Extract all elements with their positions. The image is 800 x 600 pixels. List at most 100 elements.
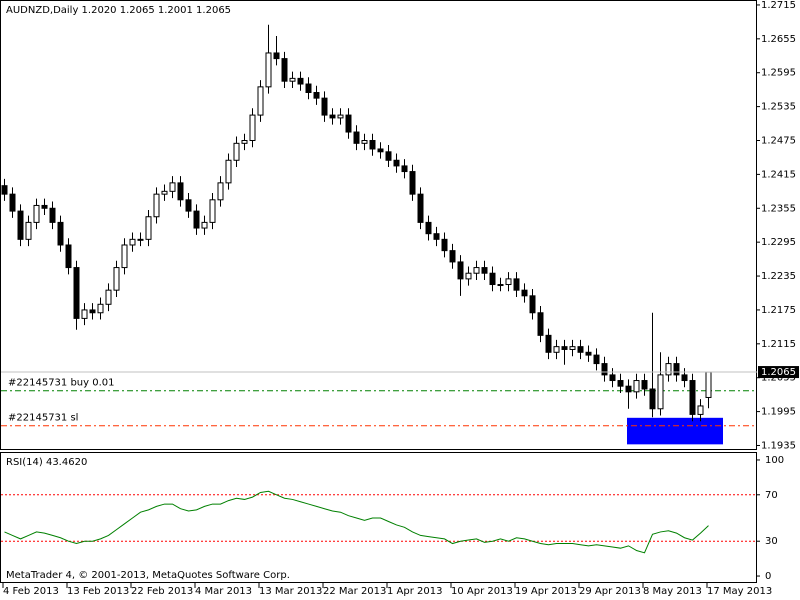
candle-body (641, 380, 648, 390)
candle-body (361, 140, 368, 144)
y-tick-label: 1.2595 (761, 68, 796, 79)
candle-body (449, 250, 456, 263)
candle-body (217, 182, 224, 201)
candle-body (297, 77, 304, 85)
candle-body (601, 363, 608, 376)
candle-body (705, 371, 712, 398)
candle-body (577, 346, 584, 353)
y-tick-label: 70 (765, 490, 778, 501)
candle-body (265, 52, 272, 88)
candle-body (561, 346, 568, 350)
candle-body (121, 244, 128, 269)
y-tick-label: 100 (765, 455, 784, 466)
candle-body (505, 278, 512, 286)
candle-body (593, 354, 600, 365)
candle-body (169, 182, 176, 192)
y-tick-label: 1.1935 (761, 440, 796, 451)
candle-body (585, 351, 592, 356)
candle-body (425, 221, 432, 235)
x-tick-label: 29 Apr 2013 (579, 586, 641, 597)
candle-body (657, 374, 664, 410)
candle-body (473, 267, 480, 274)
y-tick-label: 1.2235 (761, 271, 796, 282)
candle-body (233, 142, 240, 161)
candle-body (129, 238, 136, 246)
candle-body (305, 83, 312, 93)
candle-body (89, 309, 96, 314)
candle-body (537, 312, 544, 336)
candle-body (17, 210, 24, 240)
rsi-panel (0, 452, 757, 583)
candle-body (33, 204, 40, 223)
candle-body (225, 159, 232, 184)
main-panel (0, 0, 757, 450)
x-tick-label: 13 Feb 2013 (67, 586, 129, 597)
rsi-line (4, 490, 709, 554)
candle-body (281, 58, 288, 82)
y-tick-label: 1.2055 (761, 373, 796, 384)
price-box (758, 366, 799, 379)
x-tick-label: 4 Feb 2013 (3, 586, 59, 597)
candle-body (201, 221, 208, 229)
candle-body (337, 114, 344, 119)
x-tick-label: 8 May 2013 (643, 586, 702, 597)
candle-body (417, 193, 424, 223)
candle-body (521, 289, 528, 297)
candle-body (185, 199, 192, 212)
candle-body (553, 346, 560, 353)
x-tick-label: 22 Mar 2013 (323, 586, 386, 597)
order-label: #22145731 sl (8, 413, 78, 424)
candle-body (105, 289, 112, 305)
candle-body (313, 91, 320, 99)
candle-body (153, 193, 160, 218)
candle-body (393, 159, 400, 167)
candle-body (137, 238, 144, 241)
candle-body (9, 193, 16, 212)
y-tick-label: 1.1995 (761, 407, 796, 418)
candle-body (377, 148, 384, 153)
candle-body (633, 380, 640, 393)
y-tick-label: 1.2295 (761, 237, 796, 248)
candle-body (457, 261, 464, 280)
y-tick-label: 1.2535 (761, 102, 796, 113)
candle-body (689, 380, 696, 415)
rsi-title: RSI(14) 43.4620 (6, 457, 87, 468)
candle-body (273, 52, 280, 60)
candle-body (609, 374, 616, 382)
candle-body (441, 238, 448, 252)
candle-body (49, 207, 56, 223)
x-tick-label: 19 Apr 2013 (515, 586, 577, 597)
candle-body (65, 244, 72, 269)
copyright: MetaTrader 4, © 2001-2013, MetaQuotes So… (6, 570, 290, 581)
candle-body (465, 272, 472, 280)
candle-body (321, 97, 328, 116)
y-tick-label: 0 (765, 571, 771, 582)
x-tick-label: 1 Apr 2013 (387, 586, 442, 597)
x-tick-label: 13 Mar 2013 (259, 586, 322, 597)
candle-body (161, 190, 168, 195)
candle-body (625, 385, 632, 393)
chart-title: AUDNZD,Daily 1.2020 1.2065 1.2001 1.2065 (6, 5, 231, 16)
x-tick-label: 17 May 2013 (707, 586, 772, 597)
candle-body (401, 165, 408, 173)
x-tick-label: 4 Mar 2013 (195, 586, 252, 597)
candle-body (617, 380, 624, 387)
candle-body (409, 171, 416, 195)
order-label: #22145731 buy 0.01 (8, 378, 115, 389)
y-tick-label: 1.2715 (761, 0, 796, 11)
candle-body (41, 204, 48, 209)
candle-body (513, 278, 520, 291)
candle-body (353, 131, 360, 144)
candle-body (665, 363, 672, 376)
y-tick-label: 1.2655 (761, 34, 796, 45)
candle-body (369, 140, 376, 150)
candle-body (673, 363, 680, 376)
candle-body (433, 233, 440, 240)
candle-body (257, 86, 264, 116)
x-tick-label: 10 Apr 2013 (451, 586, 513, 597)
candle-body (209, 199, 216, 223)
y-tick-label: 1.2355 (761, 203, 796, 214)
y-tick-label: 1.2475 (761, 136, 796, 147)
candle-body (289, 77, 296, 82)
